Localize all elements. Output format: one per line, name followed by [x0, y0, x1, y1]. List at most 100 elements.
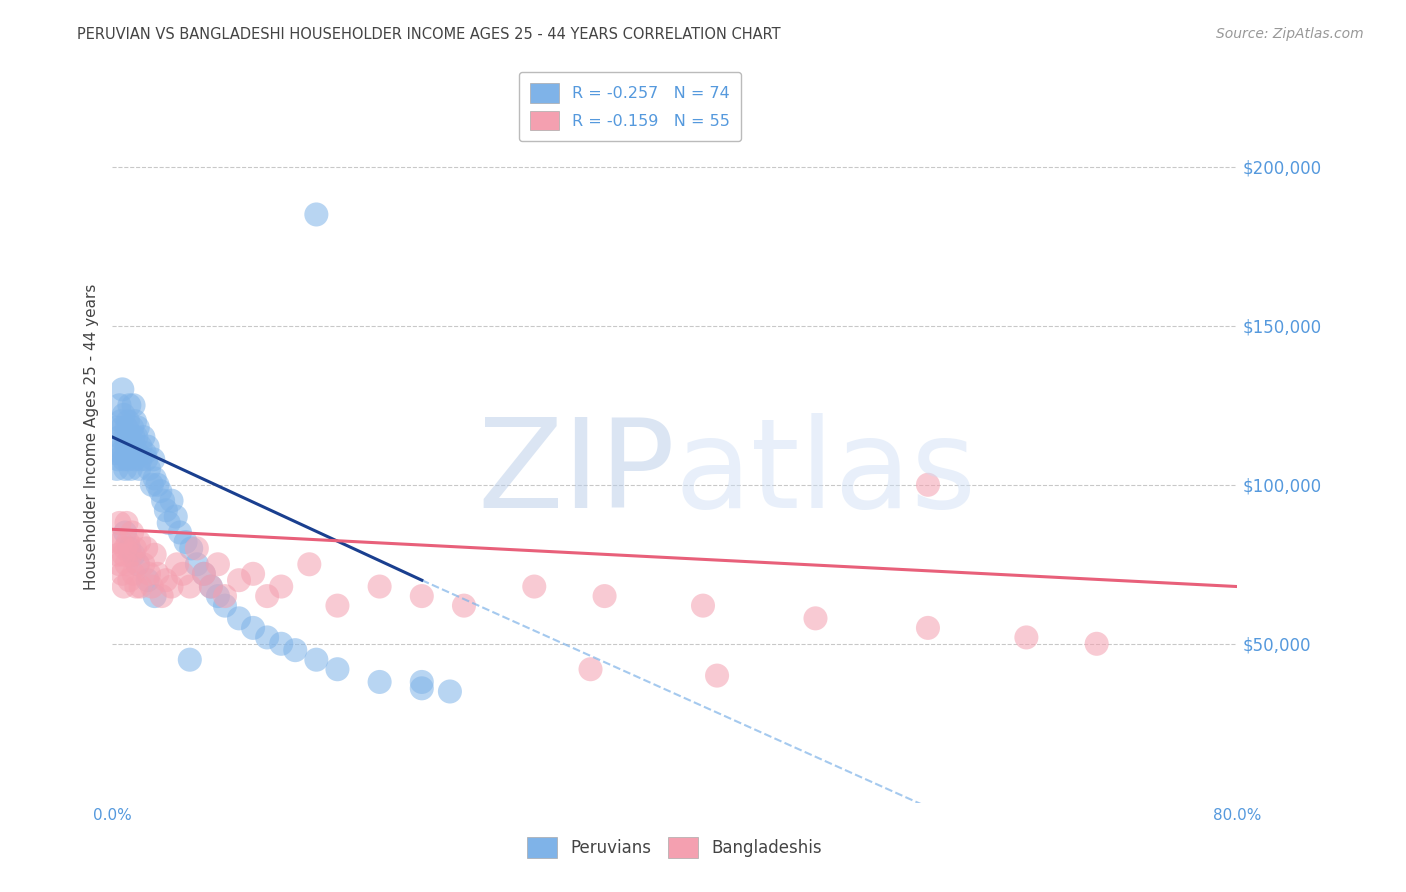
Point: [146, 477, 169, 491]
Point: [125, 580, 148, 594]
Point: [117, 535, 139, 549]
Point: [121, 525, 143, 540]
Point: [180, 541, 202, 556]
Point: [118, 398, 141, 412]
Point: [120, 548, 142, 562]
Point: [135, 541, 157, 556]
Point: [186, 541, 208, 556]
Point: [124, 541, 146, 556]
Point: [692, 599, 714, 613]
Point: [118, 430, 141, 444]
Point: [298, 558, 321, 572]
Point: [1085, 637, 1108, 651]
Point: [117, 452, 139, 467]
Point: [115, 558, 138, 572]
Point: [160, 580, 183, 594]
Point: [179, 653, 201, 667]
Point: [200, 580, 222, 594]
Point: [124, 452, 146, 467]
Text: PERUVIAN VS BANGLADESHI HOUSEHOLDER INCOME AGES 25 - 44 YEARS CORRELATION CHART: PERUVIAN VS BANGLADESHI HOUSEHOLDER INCO…: [77, 27, 780, 42]
Point: [214, 589, 236, 603]
Point: [453, 599, 475, 613]
Point: [166, 558, 188, 572]
Point: [179, 580, 201, 594]
Point: [256, 631, 278, 645]
Point: [122, 430, 145, 444]
Point: [118, 541, 141, 556]
Point: [105, 535, 128, 549]
Point: [411, 675, 433, 690]
Point: [165, 509, 187, 524]
Point: [169, 525, 191, 540]
Point: [143, 548, 166, 562]
Point: [186, 558, 208, 572]
Point: [207, 558, 229, 572]
Point: [125, 430, 148, 444]
Point: [214, 599, 236, 613]
Point: [326, 662, 349, 676]
Point: [136, 573, 159, 587]
Y-axis label: Householder Income Ages 25 - 44 years: Householder Income Ages 25 - 44 years: [83, 284, 98, 591]
Point: [134, 446, 156, 460]
Point: [108, 558, 131, 572]
Point: [157, 516, 180, 530]
Point: [284, 643, 307, 657]
Point: [129, 452, 152, 467]
Point: [270, 580, 292, 594]
Point: [107, 452, 129, 467]
Point: [270, 637, 292, 651]
Point: [593, 589, 616, 603]
Point: [112, 580, 135, 594]
Point: [143, 471, 166, 485]
Point: [256, 589, 278, 603]
Point: [108, 398, 131, 412]
Point: [135, 452, 157, 467]
Point: [108, 430, 131, 444]
Point: [115, 420, 138, 434]
Point: [136, 440, 159, 454]
Point: [207, 589, 229, 603]
Point: [107, 440, 129, 454]
Point: [122, 548, 145, 562]
Point: [917, 477, 939, 491]
Point: [150, 589, 173, 603]
Point: [155, 573, 177, 587]
Point: [141, 477, 163, 491]
Point: [138, 462, 160, 476]
Point: [117, 414, 139, 428]
Point: [228, 573, 250, 587]
Point: [114, 430, 136, 444]
Point: [104, 446, 127, 460]
Point: [112, 548, 135, 562]
Point: [124, 414, 146, 428]
Point: [107, 548, 129, 562]
Point: [122, 398, 145, 412]
Point: [115, 440, 138, 454]
Point: [141, 580, 163, 594]
Point: [128, 535, 150, 549]
Point: [128, 462, 150, 476]
Point: [174, 535, 197, 549]
Point: [118, 573, 141, 587]
Point: [917, 621, 939, 635]
Point: [411, 589, 433, 603]
Point: [127, 558, 149, 572]
Point: [242, 566, 264, 581]
Point: [368, 675, 391, 690]
Point: [127, 446, 149, 460]
Point: [111, 383, 134, 397]
Point: [305, 207, 328, 221]
Legend: Peruvians, Bangladeshis: Peruvians, Bangladeshis: [517, 827, 832, 868]
Text: ZIP: ZIP: [477, 413, 675, 534]
Point: [706, 668, 728, 682]
Point: [105, 462, 128, 476]
Point: [110, 414, 132, 428]
Point: [160, 493, 183, 508]
Point: [112, 408, 135, 422]
Point: [149, 484, 172, 499]
Point: [368, 580, 391, 594]
Point: [326, 599, 349, 613]
Point: [115, 516, 138, 530]
Point: [129, 580, 152, 594]
Point: [108, 516, 131, 530]
